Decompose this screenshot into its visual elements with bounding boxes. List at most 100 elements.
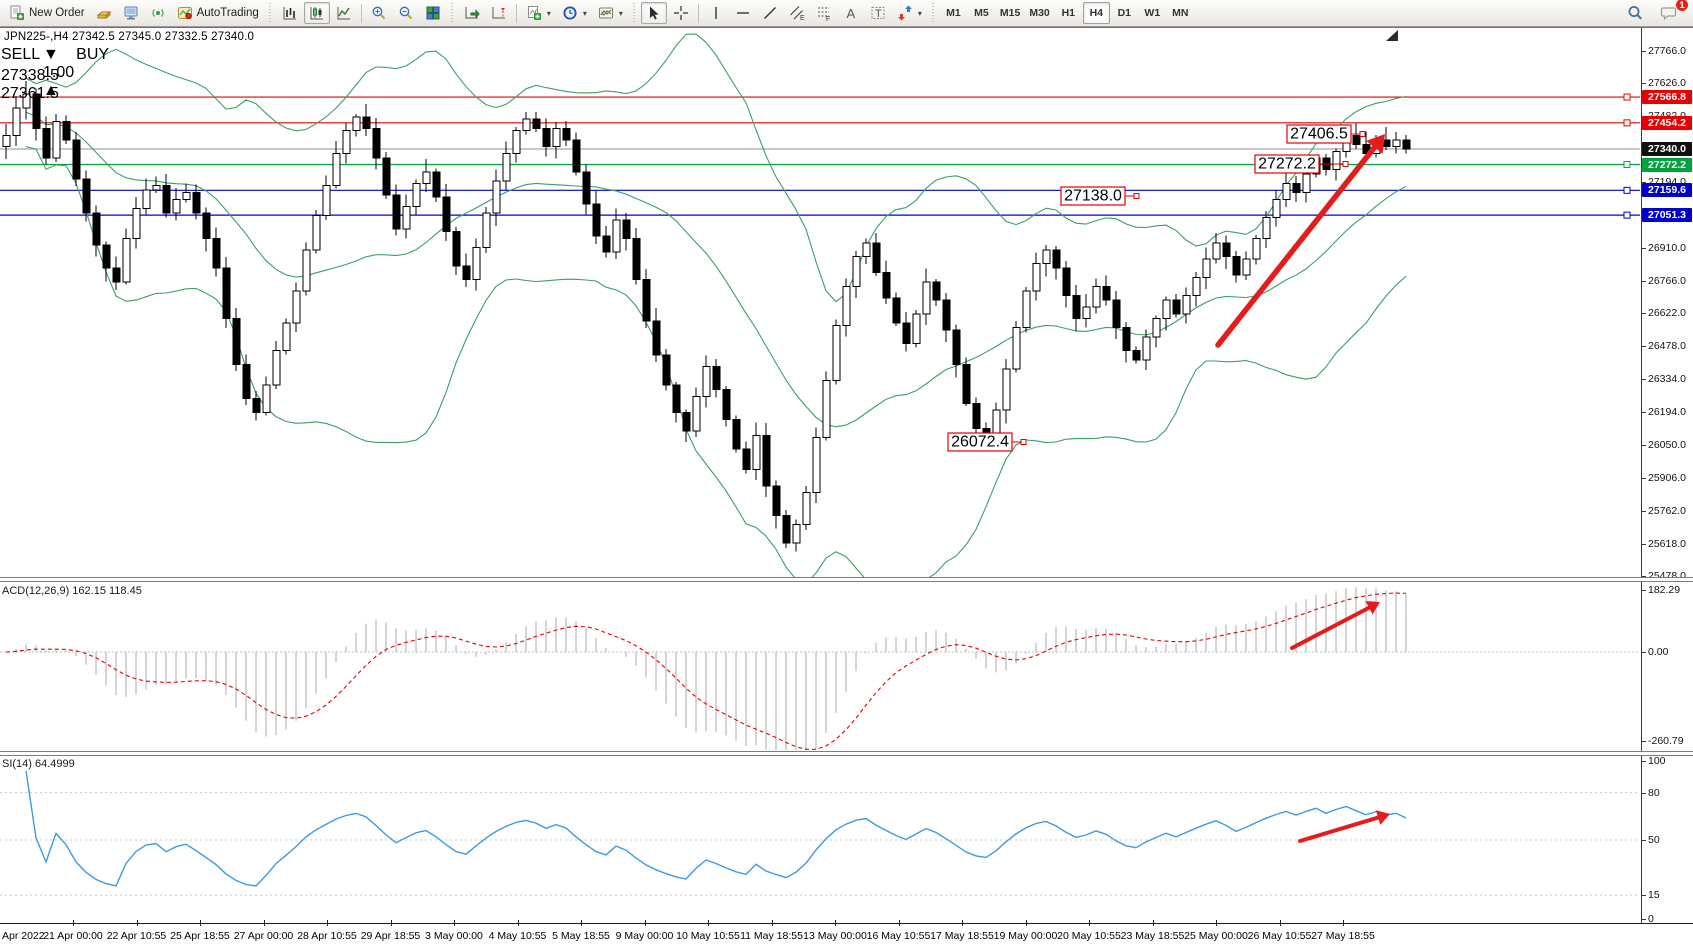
new-chart-icon [526,5,542,21]
volume-decrease-button[interactable]: ▼ [43,46,59,63]
rsi-panel[interactable] [0,755,1641,923]
time-axis-tick [517,920,519,926]
toolbar: New Order AutoTrading ▾ [0,0,1693,27]
volume-value[interactable]: 1.00 [43,64,75,81]
price-annotation[interactable]: 26072.4 [947,432,1027,452]
time-axis-tick [200,920,201,926]
panel-separator[interactable] [0,577,1693,582]
price-level-label: 27159.6 [1642,183,1692,198]
cursor-button[interactable] [640,2,667,24]
text-label-button[interactable]: T [865,2,891,24]
search-button[interactable] [1621,2,1649,24]
panel-separator[interactable] [0,751,1693,756]
tile-windows-icon [425,5,441,21]
crosshair-button[interactable] [668,2,694,24]
buy-price-display[interactable]: 27361.5 [1,85,209,103]
price-annotation[interactable]: 27138.0 [1060,186,1140,206]
line-chart-button[interactable] [331,2,357,24]
templates-button[interactable]: ▾ [593,2,628,24]
annotation-text: 27272.2 [1258,156,1316,173]
support-line-handle[interactable] [1623,186,1631,194]
chart-symbol-ohlc: JPN225-,H4 27342.5 27345.0 27332.5 27340… [4,31,255,43]
timeframe-m5[interactable]: M5 [968,2,995,24]
sell-price-display[interactable]: 27338.5 [1,67,209,85]
price-axis-line [1641,28,1642,923]
candlestick-chart-button[interactable] [303,2,330,24]
resistance-line-handle[interactable] [1623,93,1631,101]
chevron-down-icon: ▾ [618,8,623,18]
candlestick-chart-icon [309,5,325,21]
timeframe-m15[interactable]: M15 [996,2,1024,24]
chart-shift-icon [491,5,507,21]
arrows-button[interactable]: ▾ [892,2,927,24]
timeframe-m30[interactable]: M30 [1025,2,1053,24]
volume-increase-button[interactable]: ▲ [43,82,59,99]
time-axis-label: 10 May 10:55 [676,930,740,942]
zoom-in-button[interactable] [366,2,392,24]
time-axis-label: 3 May 00:00 [425,930,483,942]
price-annotation[interactable]: 27406.5 [1286,124,1366,144]
zoom-out-button[interactable] [393,2,419,24]
signals-button[interactable] [145,2,171,24]
timeframe-mn[interactable]: MN [1167,2,1194,24]
time-axis-label: 13 May 00:00 [803,930,867,942]
main-chart[interactable]: 27406.5 27272.2 27138.0 26072.4 [0,28,1641,577]
svg-text:E: E [800,15,805,21]
text-button[interactable]: A [838,2,864,24]
trendline-button[interactable] [757,2,783,24]
support-line-handle[interactable] [1623,161,1631,169]
timeframe-d1[interactable]: D1 [1111,2,1138,24]
resistance-line-handle[interactable] [1623,119,1631,127]
new-chart-button[interactable]: ▾ [521,2,556,24]
equidistant-channel-icon: E [789,5,805,21]
timeframe-w1[interactable]: W1 [1139,2,1166,24]
terminal-button[interactable] [118,2,144,24]
time-axis-tick [73,920,74,926]
time-axis-label: 22 Apr 10:55 [106,930,167,942]
support-line-handle[interactable] [1623,211,1631,219]
bollinger-middle [25,111,1407,428]
chart-shift-button[interactable] [486,2,512,24]
accounts-button[interactable] [91,2,117,24]
horizontal-line-button[interactable] [730,2,756,24]
text-label-icon: T [870,5,886,21]
time-axis-tick [644,920,646,926]
time-axis-tick [1279,920,1281,926]
notifications-button[interactable]: 1 [1655,0,1689,24]
annotation-text: 27138.0 [1064,188,1122,205]
price-axis-tick: 25618.0 [1642,537,1686,550]
equidistant-channel-button[interactable]: E [784,2,810,24]
periods-button[interactable]: ▾ [557,2,592,24]
price-axis-tick: 27626.0 [1642,77,1686,90]
price-level-label: 27051.3 [1642,208,1692,223]
horizontal-line-icon [735,5,751,21]
time-axis-tick [581,920,582,926]
trend-arrow [1215,144,1378,348]
rsi-axis-tick: 0 [1642,913,1654,925]
time-axis-tick [771,920,773,926]
time-axis-tick [835,920,836,926]
tile-windows-button[interactable] [420,2,446,24]
timeframe-m1[interactable]: M1 [940,2,967,24]
timeframe-h4[interactable]: H4 [1082,2,1110,24]
buy-button[interactable]: BUY [76,46,110,63]
bar-chart-icon [282,5,298,21]
auto-scroll-button[interactable] [459,2,485,24]
autotrading-icon [177,5,193,21]
price-annotation[interactable]: 27272.2 [1254,154,1349,174]
new-order-button[interactable]: New Order [4,2,90,24]
autotrading-button[interactable]: AutoTrading [172,2,264,24]
annotation-text: 26072.4 [951,434,1009,451]
toolbar-separator [697,3,699,23]
fibonacci-button[interactable]: F [811,2,837,24]
sell-button[interactable]: SELL [1,46,41,63]
macd-panel[interactable] [0,582,1641,750]
accounts-icon [96,5,112,21]
vertical-line-button[interactable] [703,2,729,24]
macd-trend-arrow-head [1365,601,1380,615]
new-order-label: New Order [29,7,85,19]
timeframe-h1[interactable]: H1 [1055,2,1082,24]
bar-chart-button[interactable] [277,2,303,24]
chart-shift-marker[interactable] [1386,30,1398,41]
volume-stepper[interactable]: ▼ 1.00 ▲ [43,46,74,99]
